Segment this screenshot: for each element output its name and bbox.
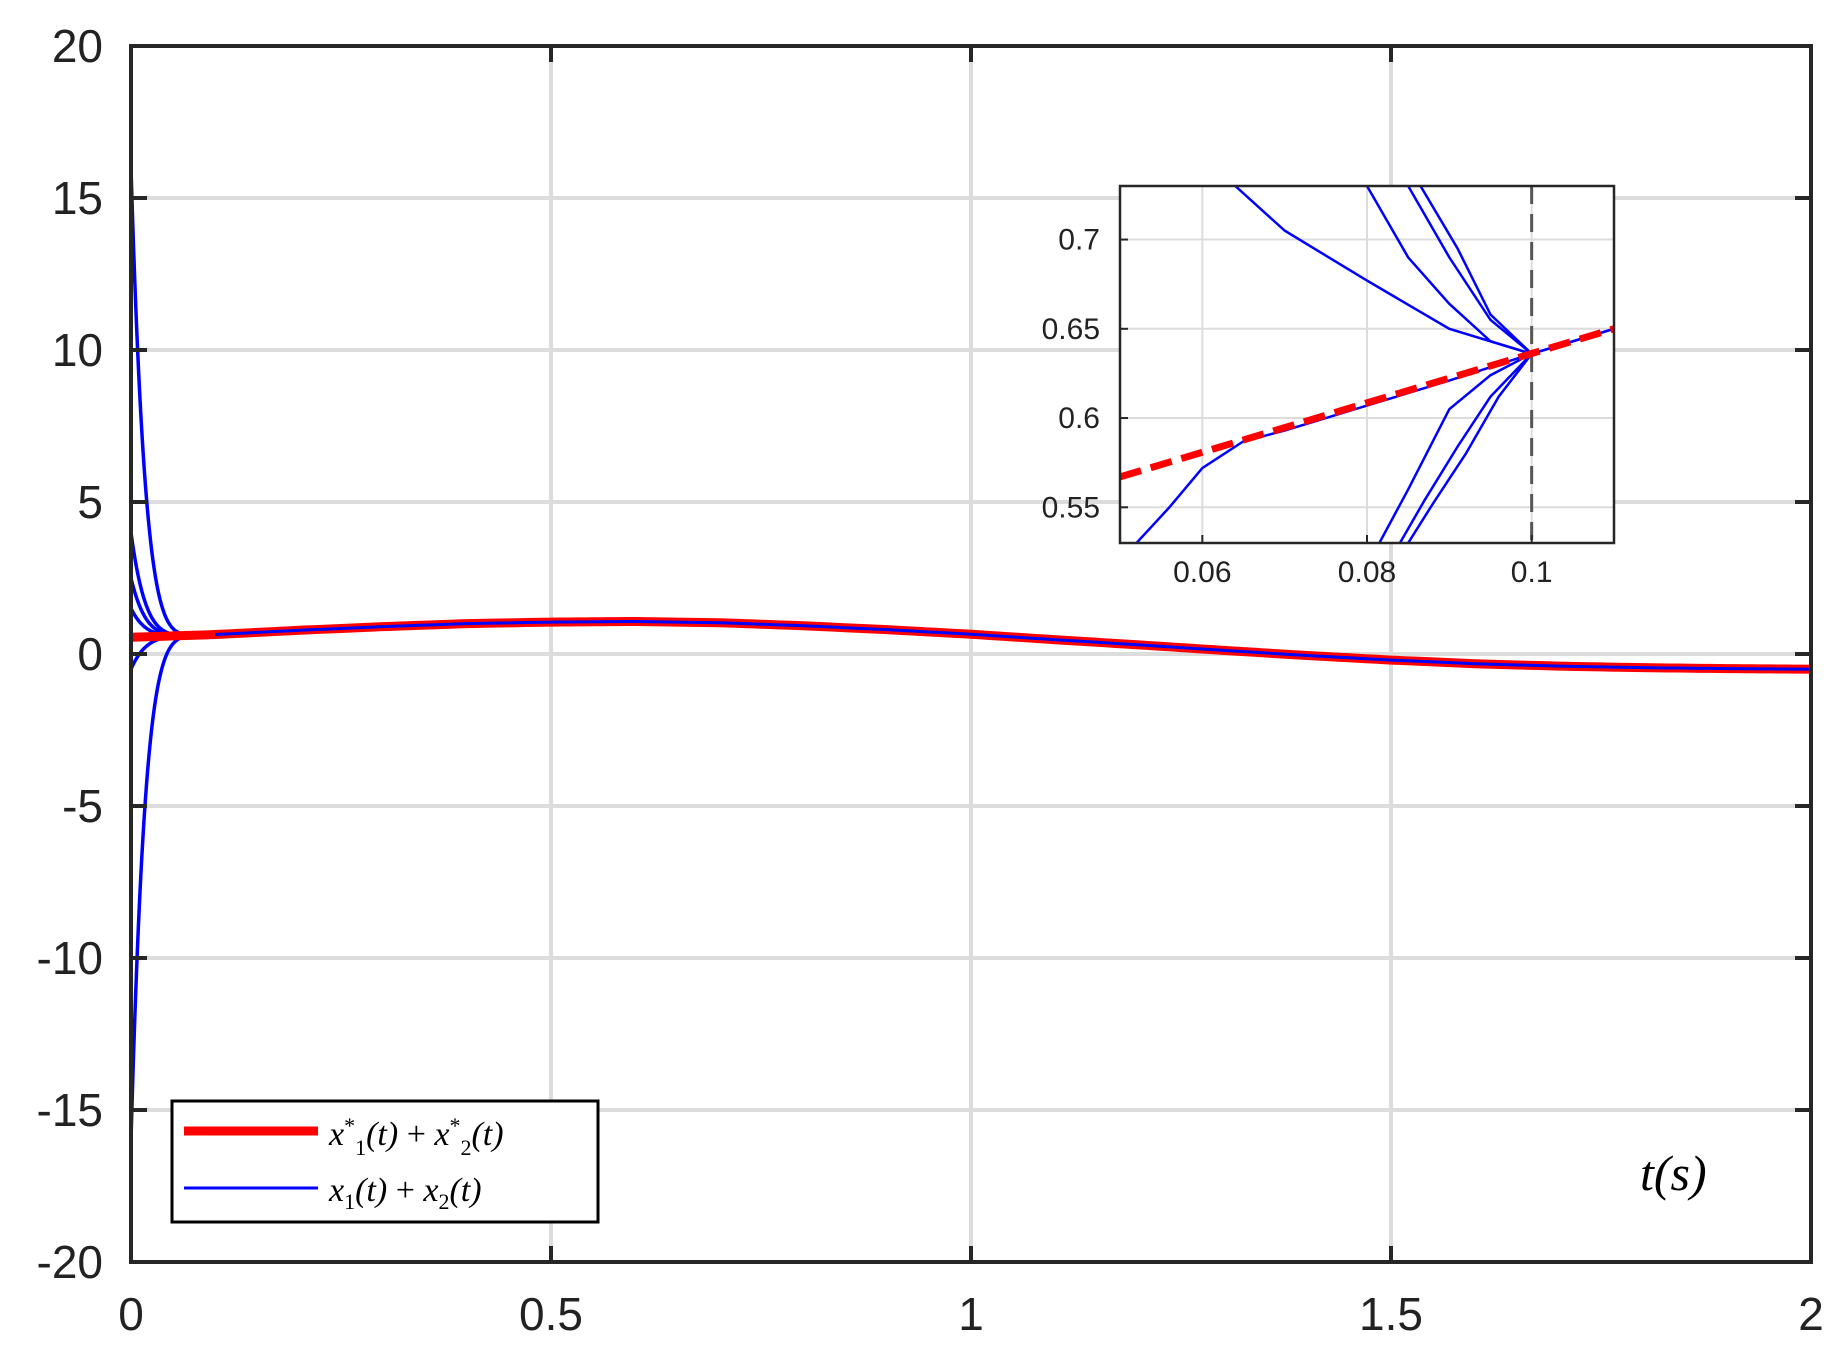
main-x-tick-labels: 0 0.5 1 1.5 2: [118, 1288, 1824, 1340]
main-y-tick-label: 5: [77, 476, 103, 528]
inset-y-tick-labels: 0.7 0.65 0.6 0.55: [1042, 224, 1100, 525]
inset-y-tick-label: 0.55: [1042, 491, 1100, 524]
main-x-tick-label: 2: [1798, 1288, 1824, 1340]
inset-optimal-line: [1120, 325, 1614, 481]
inset-series: [1120, 186, 1614, 543]
inset-x-tick-labels: 0.06 0.08 0.1: [1173, 556, 1552, 589]
inset-trajectory-line: [1419, 186, 1533, 355]
inset-x-tick-label: 0.06: [1173, 556, 1231, 589]
main-y-tick-label: 10: [52, 324, 103, 376]
main-y-tick-labels: 20 15 10 5 0 -5 -10 -15 -20: [37, 20, 103, 1288]
main-x-tick-label: 0.5: [519, 1288, 583, 1340]
main-y-tick-label: -20: [37, 1236, 103, 1288]
legend: x*1(t) + x*2(t) x1(t) + x2(t): [170, 1099, 600, 1224]
main-ticks: [129, 44, 1813, 1264]
inset-trajectory-line: [1378, 352, 1533, 543]
legend-label-trajectories: x1(t) + x2(t): [328, 1172, 482, 1214]
inset-y-tick-label: 0.7: [1058, 224, 1100, 257]
inset-chart: 0.06 0.08 0.1 0.7 0.65 0.6 0.55: [1042, 184, 1616, 589]
main-series: [131, 167, 1811, 1141]
inset-x-tick-label: 0.08: [1338, 556, 1396, 589]
main-x-tick-label: 0: [118, 1288, 144, 1340]
main-y-tick-label: 0: [77, 628, 103, 680]
inset-trajectory-line: [1407, 186, 1533, 355]
main-y-tick-label: -5: [62, 780, 103, 832]
inset-trajectory-line: [1365, 186, 1533, 355]
main-x-tick-label: 1: [958, 1288, 984, 1340]
main-y-tick-label: 15: [52, 172, 103, 224]
time-axis-annotation: t(s): [1640, 1145, 1707, 1201]
main-y-tick-label: -10: [37, 932, 103, 984]
main-y-tick-label: 20: [52, 20, 103, 72]
inset-trajectory-line: [1398, 352, 1533, 543]
inset-ticks: [1120, 238, 1533, 543]
legend-box: [170, 1099, 600, 1224]
inset-y-tick-label: 0.6: [1058, 402, 1100, 435]
main-converged-trajectory-line: [214, 619, 1811, 671]
inset-trajectory-line: [1407, 353, 1533, 543]
inset-x-tick-label: 0.1: [1511, 556, 1553, 589]
main-x-tick-label: 1.5: [1359, 1288, 1423, 1340]
legend-label-optimal: x*1(t) + x*2(t): [328, 1113, 504, 1160]
main-y-tick-label: -15: [37, 1084, 103, 1136]
inset-y-tick-label: 0.65: [1042, 313, 1100, 346]
